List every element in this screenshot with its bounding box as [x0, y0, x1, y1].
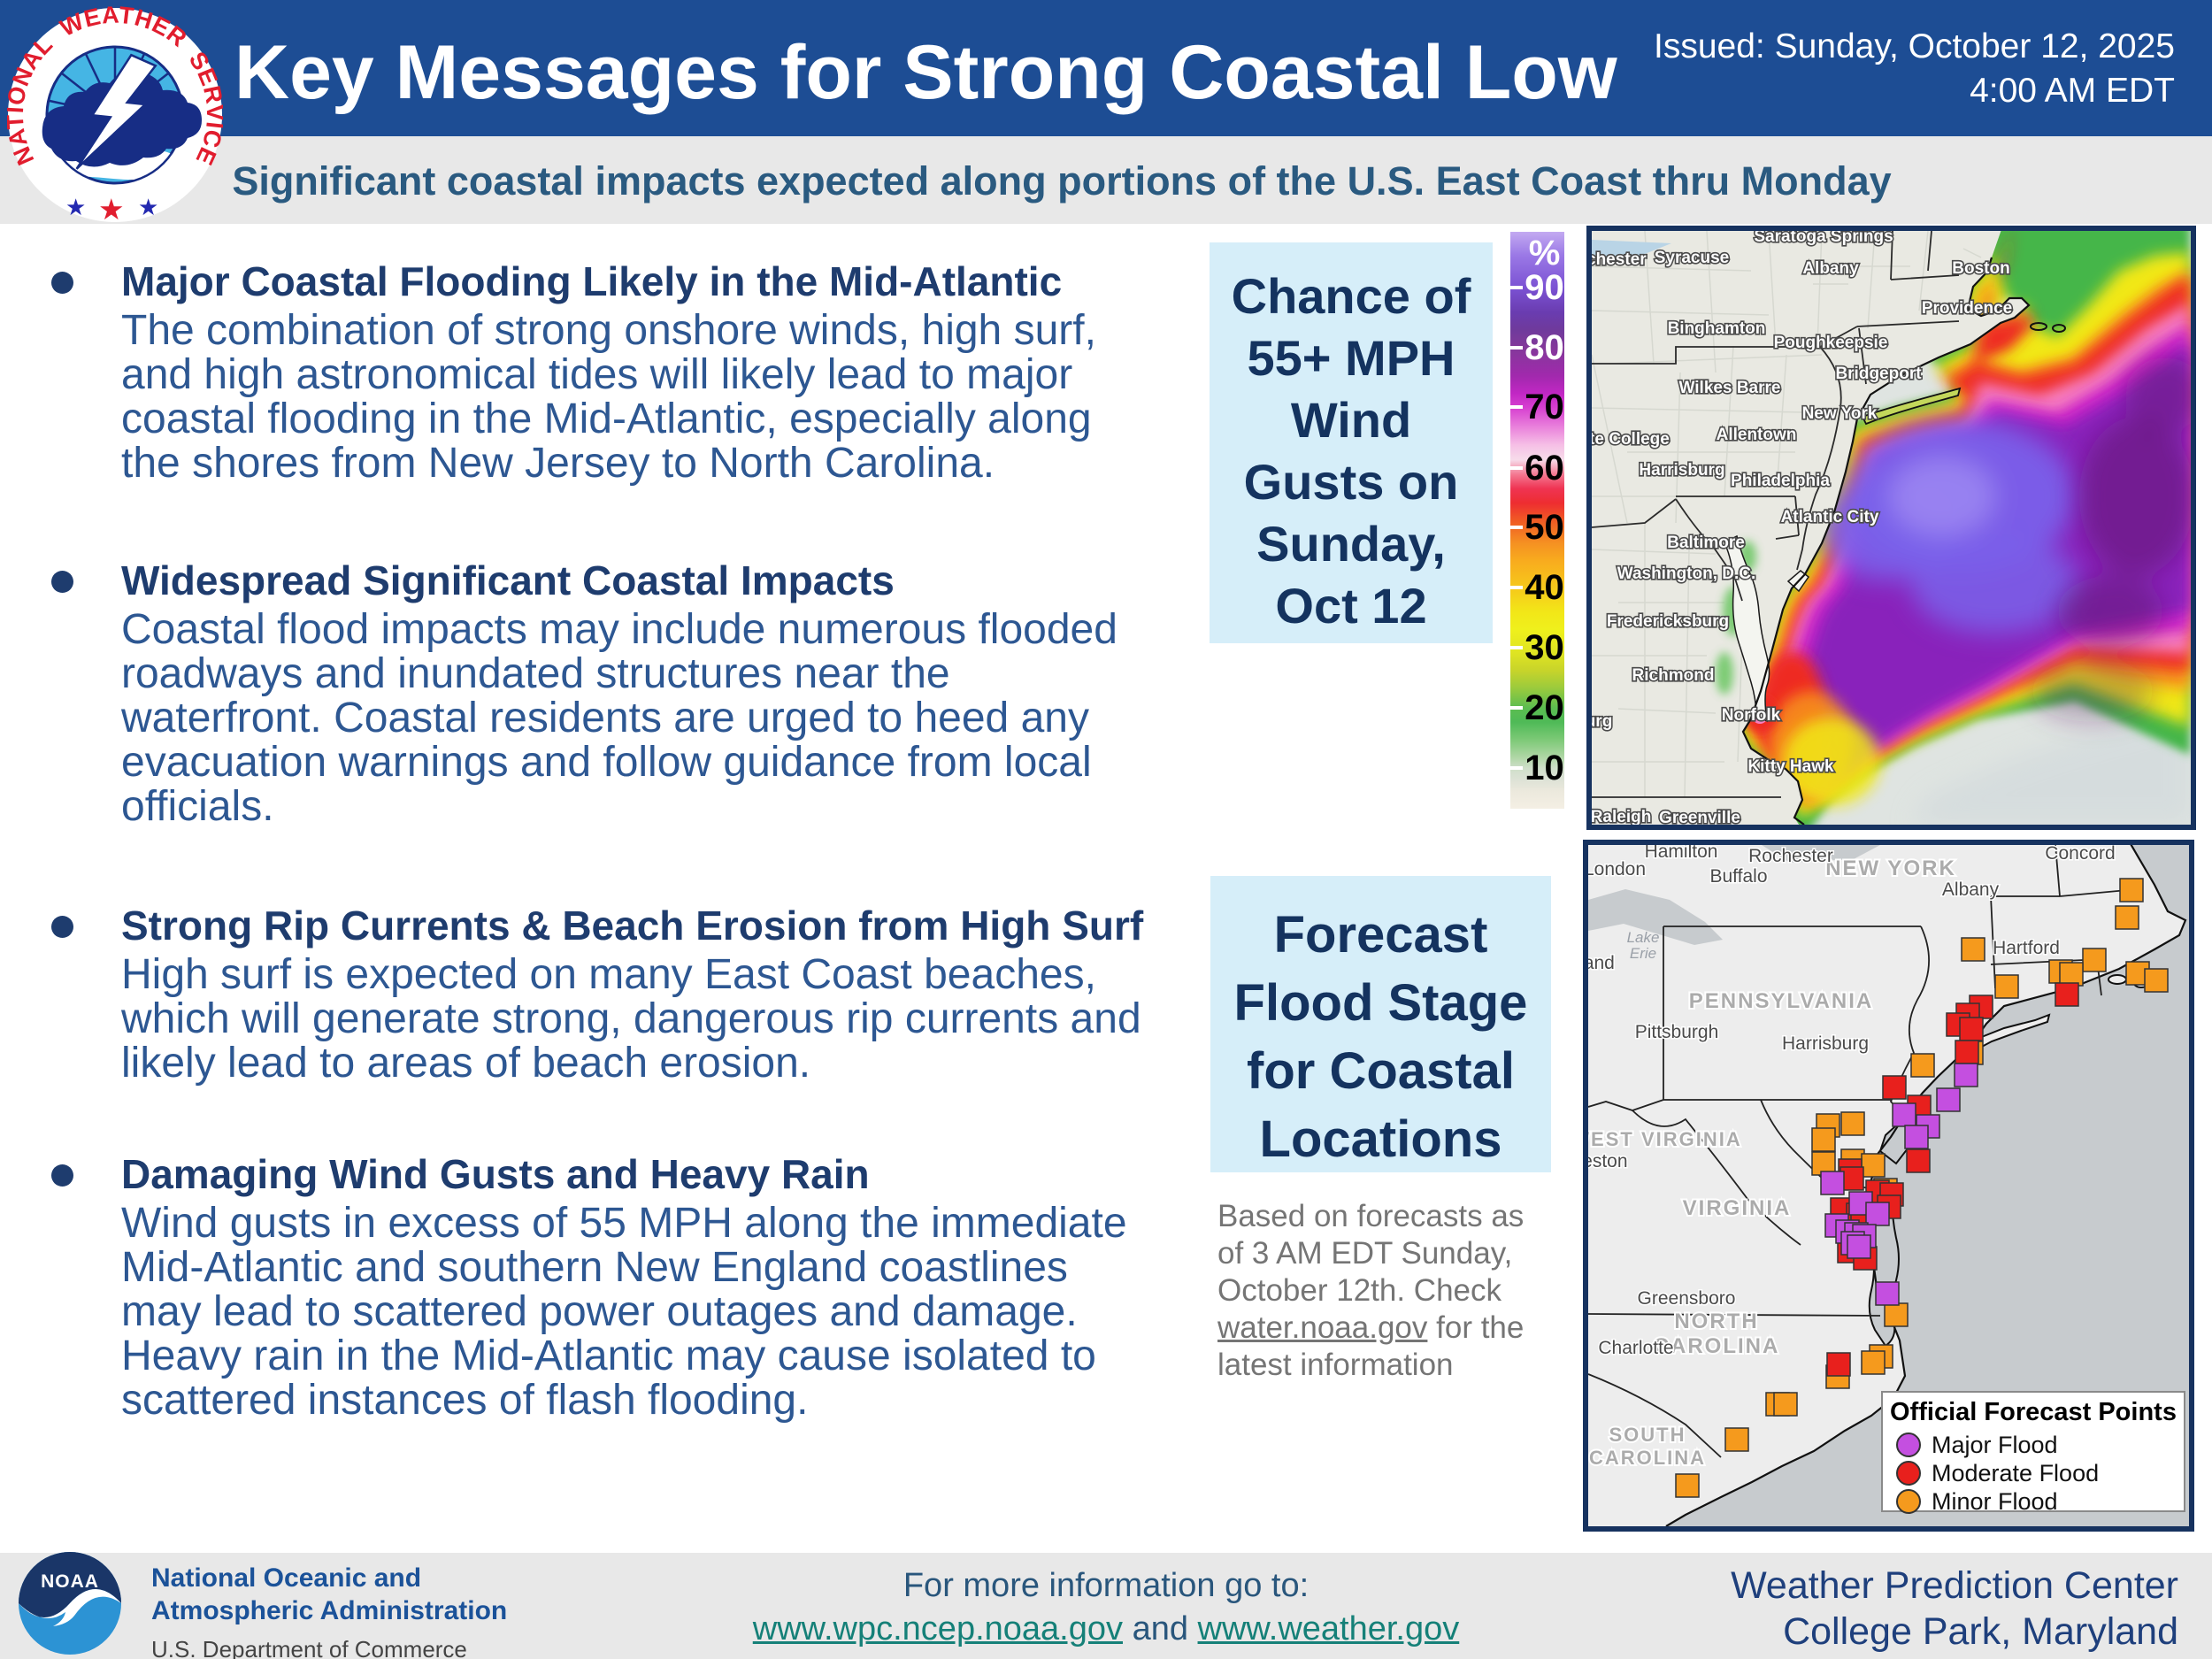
- svg-text:CAROLINA: CAROLINA: [1654, 1334, 1780, 1358]
- svg-text:Allentown: Allentown: [1717, 426, 1797, 444]
- svg-text:Philadelphia: Philadelphia: [1731, 472, 1830, 490]
- svg-text:New York: New York: [1802, 404, 1878, 423]
- svg-text:Syracuse: Syracuse: [1655, 249, 1730, 267]
- svg-text:tate College: tate College: [1592, 430, 1670, 449]
- svg-text:★: ★: [98, 193, 125, 225]
- svg-text:Raleigh: Raleigh: [1592, 808, 1651, 825]
- svg-text:Harrisburg: Harrisburg: [1782, 1033, 1869, 1054]
- svg-text:WEST VIRGINIA: WEST VIRGINIA: [1588, 1128, 1742, 1150]
- svg-text:Charlotte: Charlotte: [1598, 1338, 1673, 1358]
- svg-text:Pittsburgh: Pittsburgh: [1635, 1022, 1719, 1042]
- svg-text:★: ★: [138, 194, 158, 220]
- svg-text:Greensboro: Greensboro: [1638, 1288, 1736, 1309]
- svg-text:★: ★: [65, 194, 86, 220]
- svg-text:Binghamton: Binghamton: [1668, 319, 1766, 338]
- svg-text:Hartford: Hartford: [1993, 938, 2060, 958]
- svg-text:NORTH: NORTH: [1674, 1310, 1758, 1333]
- svg-text:urg: urg: [1592, 712, 1612, 731]
- svg-text:rleston: rleston: [1588, 1151, 1628, 1171]
- svg-text:Moderate Flood: Moderate Flood: [1932, 1460, 2099, 1486]
- svg-text:Atlantic City: Atlantic City: [1781, 508, 1879, 526]
- svg-text:Boston: Boston: [1952, 259, 2009, 278]
- svg-text:Baltimore: Baltimore: [1667, 534, 1745, 552]
- svg-text:Hamilton: Hamilton: [1645, 845, 1718, 862]
- svg-text:Saratoga Springs: Saratoga Springs: [1754, 231, 1893, 246]
- svg-text:NEW YORK: NEW YORK: [1825, 856, 1956, 880]
- svg-text:Rochester: Rochester: [1748, 846, 1833, 866]
- svg-text:Wilkes Barre: Wilkes Barre: [1679, 379, 1781, 397]
- svg-text:Richmond: Richmond: [1632, 666, 1715, 685]
- svg-text:Providence: Providence: [1922, 299, 2012, 318]
- svg-text:PENNSYLVANIA: PENNSYLVANIA: [1689, 989, 1873, 1013]
- svg-text:Albany: Albany: [1942, 879, 2000, 900]
- svg-text:Major Flood: Major Flood: [1932, 1432, 2058, 1458]
- svg-text:Albany: Albany: [1802, 259, 1859, 278]
- svg-text:Erie: Erie: [1630, 945, 1656, 962]
- svg-text:Greenville: Greenville: [1659, 809, 1740, 825]
- svg-text:SOUTH: SOUTH: [1609, 1424, 1686, 1446]
- svg-text:CAROLINA: CAROLINA: [1589, 1447, 1706, 1469]
- svg-text:Kitty Hawk: Kitty Hawk: [1747, 757, 1834, 776]
- svg-text:Harrisburg: Harrisburg: [1639, 461, 1724, 480]
- svg-text:NOAA: NOAA: [41, 1571, 99, 1592]
- svg-text:Official Forecast Points: Official Forecast Points: [1890, 1398, 2177, 1426]
- svg-text:Bridgeport: Bridgeport: [1835, 365, 1922, 383]
- svg-text:Concord: Concord: [2045, 845, 2115, 864]
- svg-text:Lake: Lake: [1627, 929, 1660, 946]
- svg-text:Fredericksburg: Fredericksburg: [1607, 612, 1729, 631]
- svg-text:London: London: [1588, 859, 1646, 879]
- svg-text:Norfolk: Norfolk: [1722, 706, 1781, 725]
- svg-text:ochester: ochester: [1592, 250, 1647, 269]
- svg-text:Poughkeepsie: Poughkeepsie: [1774, 334, 1888, 352]
- svg-text:land: land: [1588, 953, 1615, 973]
- svg-text:Buffalo: Buffalo: [1710, 866, 1768, 887]
- svg-text:VIRGINIA: VIRGINIA: [1683, 1196, 1792, 1220]
- svg-text:Washington, D.C.: Washington, D.C.: [1617, 565, 1756, 583]
- svg-text:Minor Flood: Minor Flood: [1932, 1488, 2058, 1515]
